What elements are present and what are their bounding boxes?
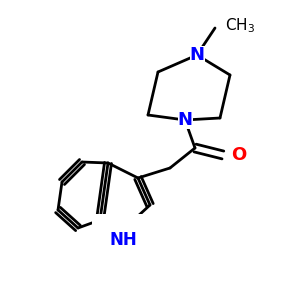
Text: NH: NH xyxy=(109,231,137,249)
Text: N: N xyxy=(190,46,205,64)
Text: O: O xyxy=(231,146,246,164)
Text: CH$_3$: CH$_3$ xyxy=(225,16,255,35)
Text: N: N xyxy=(178,111,193,129)
